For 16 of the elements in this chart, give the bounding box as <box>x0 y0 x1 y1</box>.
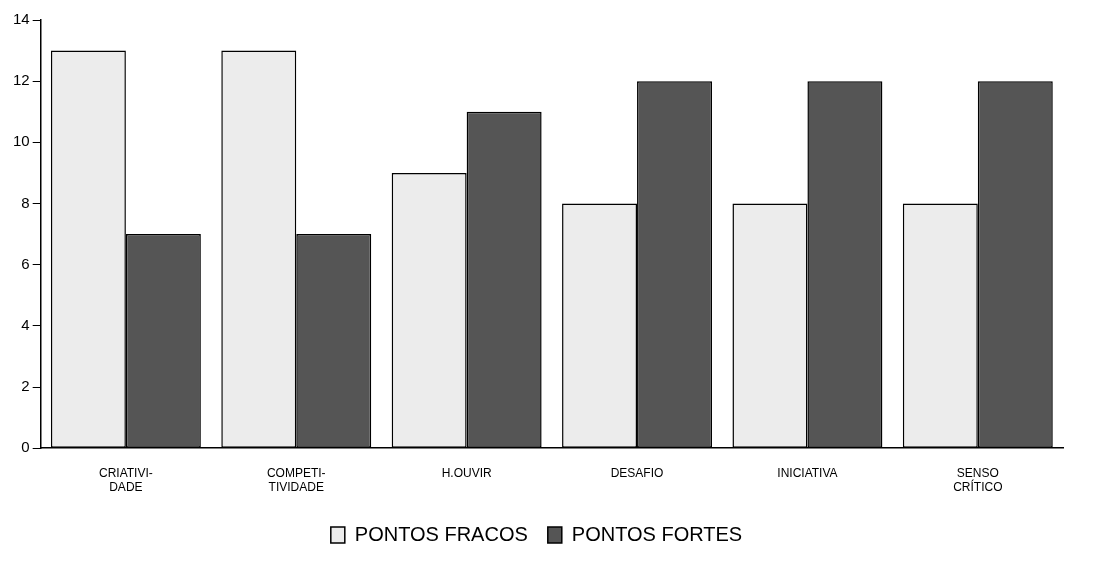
legend-label: PONTOS FRACOS <box>354 522 528 545</box>
x-tick-label: COMPETI- TIVIDADE <box>266 465 326 495</box>
y-tick-label: 6 <box>21 254 30 272</box>
y-tick-label: 10 <box>13 132 30 150</box>
y-tick-label: 12 <box>13 71 30 89</box>
y-tick-label: 8 <box>21 193 30 211</box>
y-tick-label: 2 <box>21 377 30 395</box>
y-tick-label: 0 <box>21 438 30 456</box>
y-tick-label: 14 <box>13 10 30 28</box>
x-tick-label: SENSO CRÍTICO <box>953 465 1003 495</box>
y-tick-label: 4 <box>21 316 30 333</box>
legend-label: PONTOS FORTES <box>571 522 743 545</box>
x-tick-label: INICIATIVA <box>777 465 838 480</box>
x-tick-label: H.OUVIR <box>441 465 492 480</box>
x-tick-label: DESAFIO <box>610 465 664 480</box>
x-tick-label: CRIATIVI- DADE <box>98 465 153 495</box>
